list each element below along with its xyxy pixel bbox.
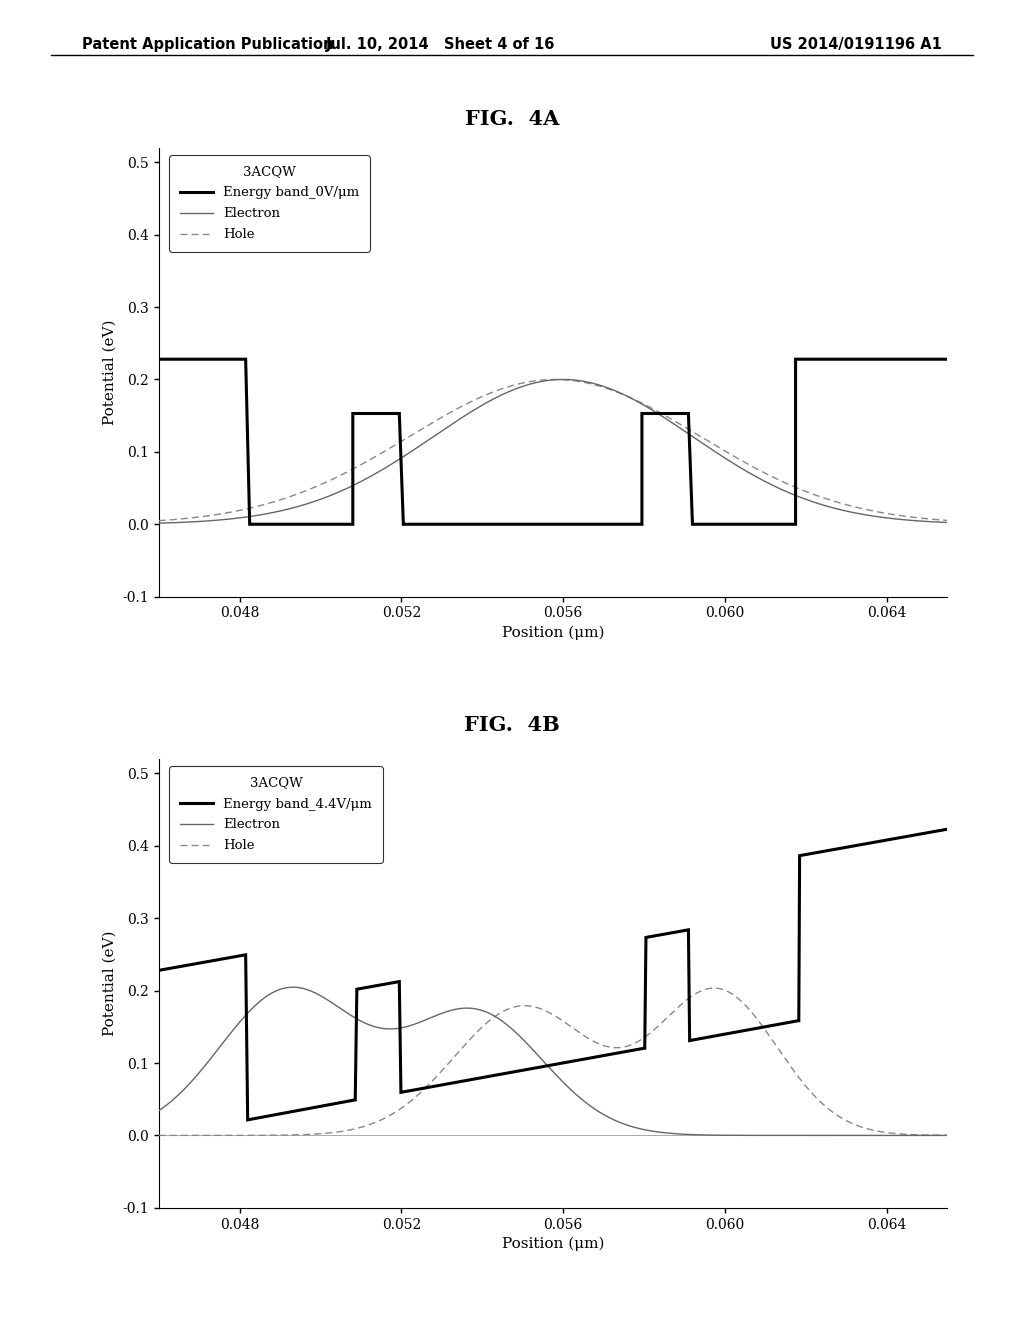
Text: Patent Application Publication: Patent Application Publication: [82, 37, 334, 51]
Text: Jul. 10, 2014   Sheet 4 of 16: Jul. 10, 2014 Sheet 4 of 16: [326, 37, 555, 51]
X-axis label: Position (μm): Position (μm): [502, 1237, 604, 1251]
Text: FIG.  4B: FIG. 4B: [464, 715, 560, 735]
Legend: Energy band_0V/μm, Electron, Hole: Energy band_0V/μm, Electron, Hole: [169, 154, 370, 252]
Text: US 2014/0191196 A1: US 2014/0191196 A1: [770, 37, 942, 51]
Y-axis label: Potential (eV): Potential (eV): [102, 931, 117, 1036]
Legend: Energy band_4.4V/μm, Electron, Hole: Energy band_4.4V/μm, Electron, Hole: [169, 766, 383, 863]
Y-axis label: Potential (eV): Potential (eV): [102, 319, 117, 425]
Text: FIG.  4A: FIG. 4A: [465, 110, 559, 129]
X-axis label: Position (μm): Position (μm): [502, 626, 604, 640]
